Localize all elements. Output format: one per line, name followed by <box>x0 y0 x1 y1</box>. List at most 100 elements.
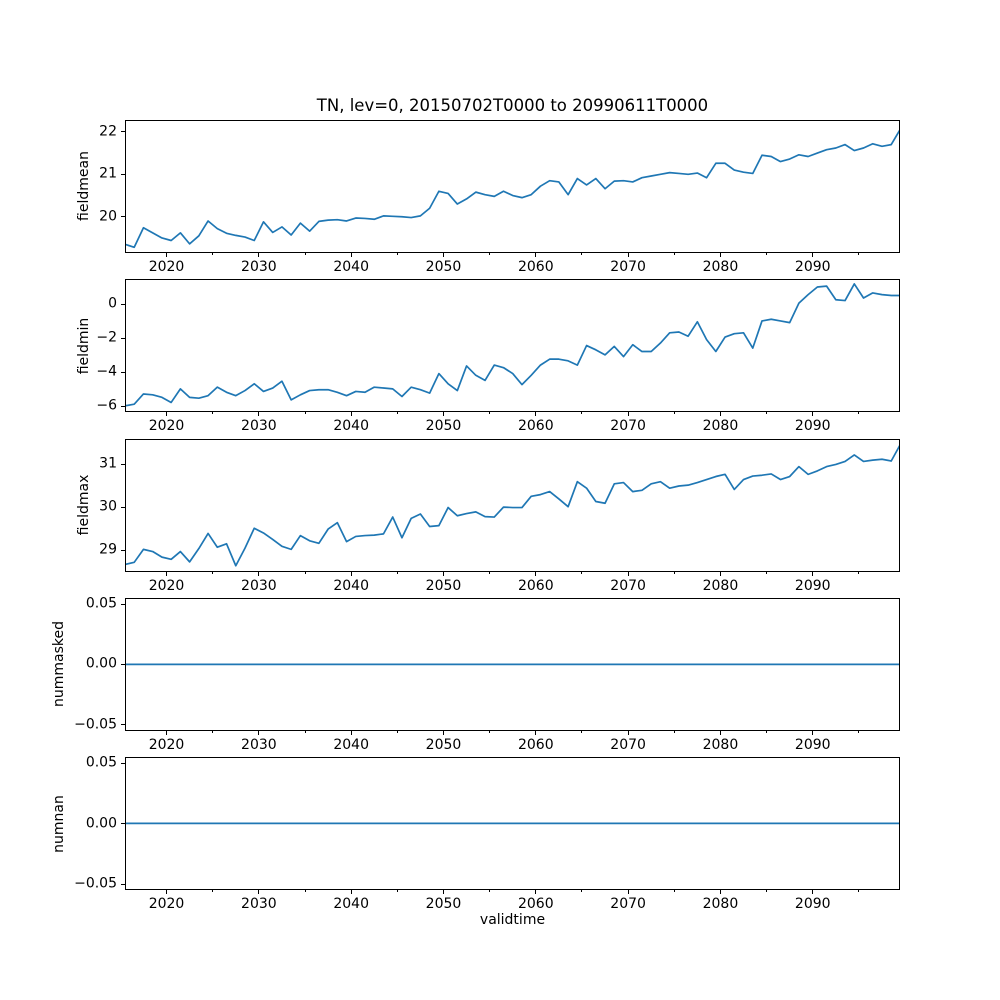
fieldmax-axes <box>125 438 900 572</box>
numnan-xtick <box>627 890 629 895</box>
fieldmin-xtick-label: 2050 <box>425 418 462 435</box>
nummasked-xtick <box>812 730 814 735</box>
fieldmax-xtick-label: 2030 <box>241 577 277 594</box>
fieldmean-xtick-label: 2080 <box>702 258 739 275</box>
fieldmin-xtick-label: 2030 <box>241 418 277 435</box>
fieldmin-xtick-label: 2080 <box>702 418 739 435</box>
nummasked-xtick-minor <box>673 730 675 733</box>
nummasked-xtick <box>258 730 260 735</box>
fieldmin-xtick-minor <box>858 412 860 415</box>
fieldmax-ytick <box>121 549 125 551</box>
nummasked-xtick-label: 2070 <box>610 736 646 753</box>
chart-title: TN, lev=0, 20150702T0000 to 20990611T000… <box>316 96 709 115</box>
nummasked-xtick-minor <box>581 730 583 733</box>
numnan-xtick <box>812 890 814 895</box>
nummasked-ytick-label: 0.05 <box>85 595 117 612</box>
numnan-xtick-label: 2090 <box>794 896 831 913</box>
nummasked-xtick <box>535 730 537 735</box>
fieldmin-xtick <box>719 412 721 417</box>
fieldmean-plot <box>126 129 899 249</box>
fieldmean-xtick-label: 2050 <box>425 258 462 275</box>
fieldmean-ytick-label: 20 <box>99 208 117 225</box>
fieldmean-xtick <box>166 252 168 257</box>
numnan-ytick-label: 0.00 <box>85 815 117 832</box>
nummasked-ytick-label: −0.05 <box>74 716 117 733</box>
fieldmax-ytick-label: 31 <box>99 455 117 472</box>
fieldmax-ytick-label: 30 <box>99 498 117 515</box>
numnan-xtick <box>535 890 537 895</box>
numnan-xtick-label: 2030 <box>241 896 277 913</box>
fieldmin-xtick-minor <box>489 412 491 415</box>
fieldmax-plot <box>126 444 899 567</box>
fieldmax-ytick <box>121 463 125 465</box>
numnan-ytick <box>121 823 125 825</box>
nummasked-xtick-minor <box>212 730 214 733</box>
fieldmin-ytick <box>121 371 125 373</box>
numnan-xtick-label: 2080 <box>702 896 739 913</box>
fieldmin-xtick <box>350 412 352 417</box>
fieldmin-xtick-label: 2060 <box>517 418 554 435</box>
fieldmax-xtick-label: 2040 <box>333 577 369 594</box>
numnan-xtick-minor <box>489 890 491 893</box>
fieldmin-xtick <box>627 412 629 417</box>
fieldmin-ytick-label: −6 <box>96 397 117 414</box>
numnan-xtick-minor <box>766 890 768 893</box>
fieldmean-xtick-label: 2040 <box>333 258 369 275</box>
nummasked-xtick-label: 2020 <box>148 736 185 753</box>
fieldmean-xtick <box>258 252 260 257</box>
fieldmean-ytick-label: 21 <box>99 165 117 182</box>
fieldmin-xtick <box>812 412 814 417</box>
fieldmin-ytick <box>121 303 125 305</box>
fieldmean-line <box>126 129 899 249</box>
numnan-xtick-label: 2040 <box>333 896 369 913</box>
fieldmean-xtick <box>627 252 629 257</box>
nummasked-xtick-minor <box>489 730 491 733</box>
fieldmax-xtick <box>719 571 721 576</box>
fieldmax-xtick <box>535 571 537 576</box>
fieldmean-xtick-minor <box>212 252 214 255</box>
fieldmean-xtick-minor <box>673 252 675 255</box>
fieldmin-xtick <box>258 412 260 417</box>
fieldmax-xtick-minor <box>766 571 768 574</box>
numnan-xtick <box>258 890 260 895</box>
fieldmean-xtick-label: 2090 <box>794 258 831 275</box>
numnan-xtick-minor <box>396 890 398 893</box>
fieldmin-xtick-label: 2090 <box>794 418 831 435</box>
fieldmin-xtick-minor <box>396 412 398 415</box>
nummasked-ytick <box>121 663 125 665</box>
fieldmin-line <box>126 283 899 407</box>
fieldmax-xtick <box>166 571 168 576</box>
fieldmin-xtick-label: 2040 <box>333 418 369 435</box>
numnan-xtick-label: 2050 <box>425 896 462 913</box>
fieldmin-xtick-label: 2070 <box>610 418 646 435</box>
fieldmean-xtick <box>719 252 721 257</box>
fieldmin-xtick-label: 2020 <box>148 418 185 435</box>
fieldmin-axes <box>125 279 900 413</box>
fieldmax-xtick-minor <box>489 571 491 574</box>
nummasked-xtick-label: 2090 <box>794 736 831 753</box>
nummasked-ytick <box>121 724 125 726</box>
numnan-xtick <box>442 890 444 895</box>
fieldmin-plot <box>126 283 899 407</box>
numnan-ytick-label: 0.05 <box>85 755 117 772</box>
numnan-xtick-minor <box>673 890 675 893</box>
fieldmax-xtick-minor <box>304 571 306 574</box>
nummasked-ytick <box>121 603 125 605</box>
numnan-plot <box>126 822 899 825</box>
fieldmax-xtick-label: 2050 <box>425 577 462 594</box>
fieldmin-ytick-label: −2 <box>96 329 117 346</box>
fieldmax-xtick <box>442 571 444 576</box>
fieldmax-line <box>126 444 899 567</box>
fieldmax-xtick-minor <box>581 571 583 574</box>
fieldmean-xtick <box>535 252 537 257</box>
fieldmean-xtick-label: 2070 <box>610 258 646 275</box>
numnan-ytick <box>121 883 125 885</box>
fieldmax-xtick-minor <box>396 571 398 574</box>
fieldmin-xtick <box>442 412 444 417</box>
fieldmin-ytick-label: −4 <box>96 363 117 380</box>
fieldmax-xtick-label: 2020 <box>148 577 185 594</box>
nummasked-plot <box>126 663 899 666</box>
nummasked-xtick-label: 2050 <box>425 736 462 753</box>
fieldmax-xtick-minor <box>858 571 860 574</box>
nummasked-xtick-label: 2080 <box>702 736 739 753</box>
